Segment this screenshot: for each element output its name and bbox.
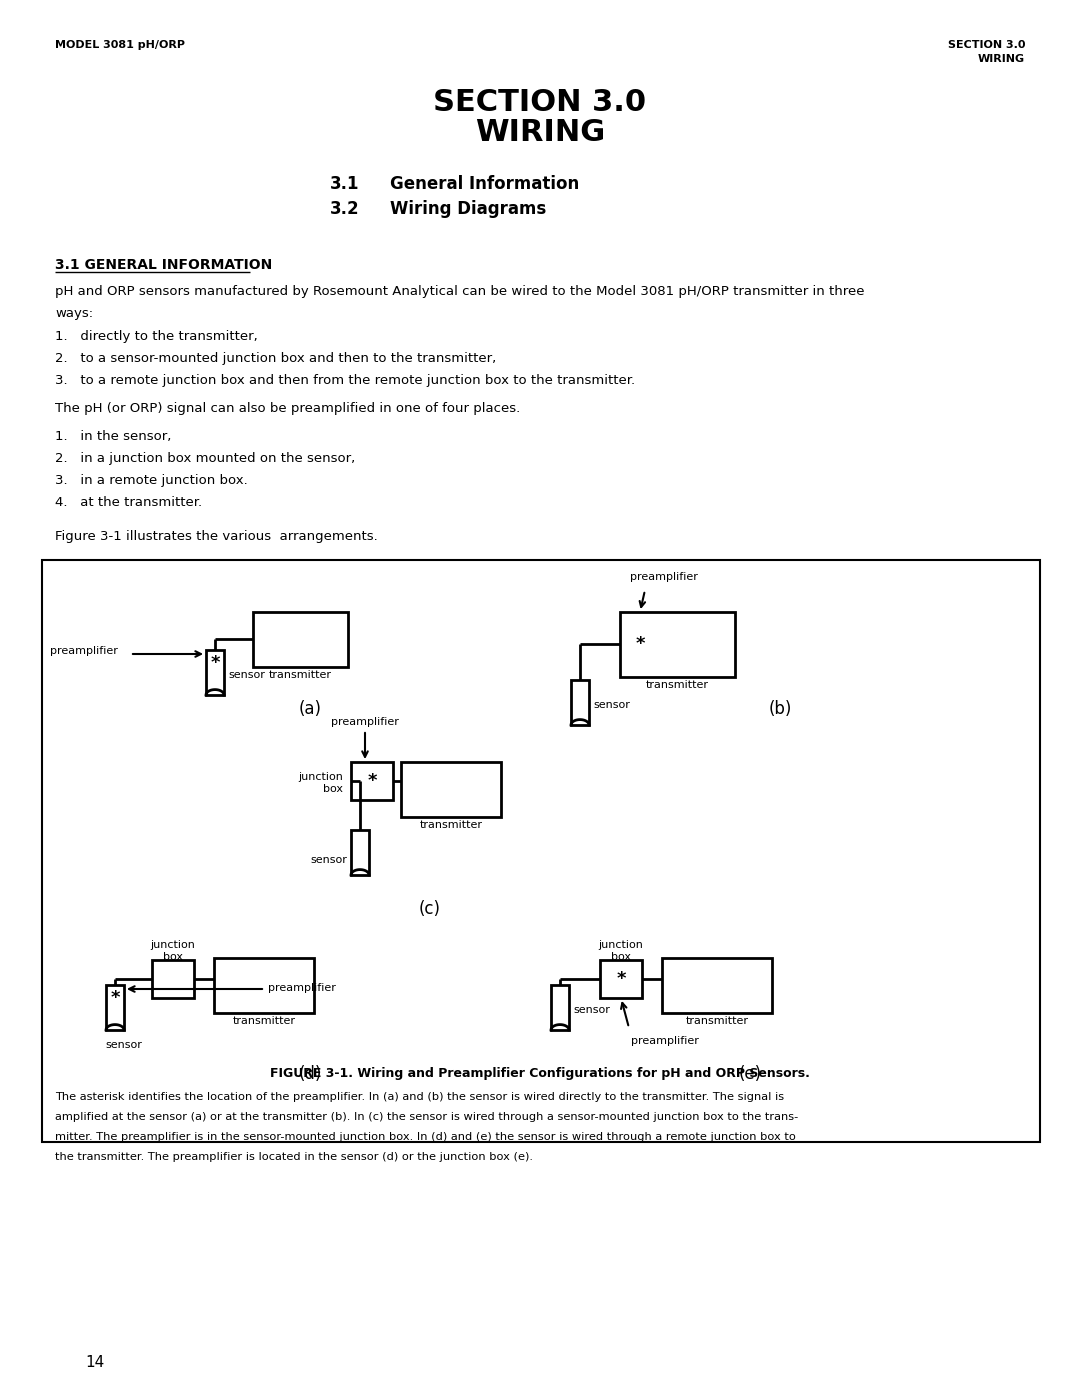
- Bar: [351, 830, 369, 875]
- Bar: [106, 985, 124, 1030]
- Text: transmitter: transmitter: [269, 671, 332, 680]
- Text: sensor: sensor: [593, 700, 630, 710]
- Text: *: *: [617, 970, 625, 988]
- Bar: [351, 761, 393, 800]
- Bar: [42, 560, 1040, 1141]
- Text: (c): (c): [419, 900, 441, 918]
- Text: the transmitter. The preamplifier is located in the sensor (d) or the junction b: the transmitter. The preamplifier is loc…: [55, 1153, 534, 1162]
- Text: (b): (b): [768, 700, 792, 718]
- Text: junction
box: junction box: [298, 773, 343, 793]
- Text: General Information: General Information: [390, 175, 579, 193]
- Bar: [571, 680, 589, 725]
- Text: junction
box: junction box: [598, 940, 644, 961]
- Text: 4.   at the transmitter.: 4. at the transmitter.: [55, 496, 202, 509]
- Text: MODEL 3081 pH/ORP: MODEL 3081 pH/ORP: [55, 41, 185, 50]
- Text: Figure 3-1 illustrates the various  arrangements.: Figure 3-1 illustrates the various arran…: [55, 529, 378, 543]
- Text: 3.1: 3.1: [330, 175, 360, 193]
- Text: transmitter: transmitter: [686, 1016, 748, 1025]
- Text: sensor: sensor: [105, 1039, 141, 1051]
- Bar: [662, 958, 772, 1013]
- Text: 3.1 GENERAL INFORMATION: 3.1 GENERAL INFORMATION: [55, 258, 272, 272]
- Text: preamplifier: preamplifier: [50, 645, 118, 657]
- Text: WIRING: WIRING: [475, 117, 605, 147]
- Text: ways:: ways:: [55, 307, 93, 320]
- Text: *: *: [110, 989, 120, 1007]
- Bar: [600, 960, 642, 997]
- Text: 2.   in a junction box mounted on the sensor,: 2. in a junction box mounted on the sens…: [55, 453, 355, 465]
- Text: The asterisk identifies the location of the preamplifier. In (a) and (b) the sen: The asterisk identifies the location of …: [55, 1092, 784, 1102]
- Text: *: *: [211, 654, 219, 672]
- Bar: [206, 650, 224, 694]
- Text: (a): (a): [298, 700, 322, 718]
- Text: transmitter: transmitter: [232, 1016, 296, 1025]
- Text: 1.   in the sensor,: 1. in the sensor,: [55, 430, 172, 443]
- Text: preamplifier: preamplifier: [631, 1037, 699, 1046]
- Text: preamplifier: preamplifier: [630, 571, 698, 583]
- Text: 3.   to a remote junction box and then from the remote junction box to the trans: 3. to a remote junction box and then fro…: [55, 374, 635, 387]
- Text: The pH (or ORP) signal can also be preamplified in one of four places.: The pH (or ORP) signal can also be pream…: [55, 402, 521, 415]
- Text: (d): (d): [298, 1065, 322, 1083]
- Bar: [214, 958, 314, 1013]
- Text: 14: 14: [85, 1355, 105, 1370]
- Text: junction
box: junction box: [150, 940, 195, 961]
- Text: sensor: sensor: [228, 671, 265, 680]
- Text: *: *: [635, 636, 645, 652]
- Text: Wiring Diagrams: Wiring Diagrams: [390, 200, 546, 218]
- Bar: [152, 960, 194, 997]
- Text: 1.   directly to the transmitter,: 1. directly to the transmitter,: [55, 330, 258, 344]
- Text: pH and ORP sensors manufactured by Rosemount Analytical can be wired to the Mode: pH and ORP sensors manufactured by Rosem…: [55, 285, 864, 298]
- Bar: [401, 761, 501, 817]
- Text: preamplifier: preamplifier: [268, 983, 336, 993]
- Text: sensor: sensor: [310, 855, 347, 865]
- Bar: [620, 612, 735, 678]
- Text: amplified at the sensor (a) or at the transmitter (b). In (c) the sensor is wire: amplified at the sensor (a) or at the tr…: [55, 1112, 798, 1122]
- Bar: [551, 985, 569, 1030]
- Bar: [253, 612, 348, 666]
- Text: preamplifier: preamplifier: [332, 717, 399, 726]
- Text: FIGURE 3-1. Wiring and Preamplifier Configurations for pH and ORP Sensors.: FIGURE 3-1. Wiring and Preamplifier Conf…: [270, 1067, 810, 1080]
- Text: WIRING: WIRING: [977, 54, 1025, 64]
- Text: transmitter: transmitter: [646, 680, 708, 690]
- Text: SECTION 3.0: SECTION 3.0: [433, 88, 647, 117]
- Text: 3.   in a remote junction box.: 3. in a remote junction box.: [55, 474, 247, 488]
- Text: transmitter: transmitter: [419, 820, 483, 830]
- Text: 2.   to a sensor-mounted junction box and then to the transmitter,: 2. to a sensor-mounted junction box and …: [55, 352, 496, 365]
- Text: SECTION 3.0: SECTION 3.0: [947, 41, 1025, 50]
- Text: 3.2: 3.2: [330, 200, 360, 218]
- Text: sensor: sensor: [573, 1004, 610, 1016]
- Text: *: *: [367, 773, 377, 789]
- Text: (e): (e): [739, 1065, 761, 1083]
- Text: mitter. The preamplifier is in the sensor-mounted junction box. In (d) and (e) t: mitter. The preamplifier is in the senso…: [55, 1132, 796, 1141]
